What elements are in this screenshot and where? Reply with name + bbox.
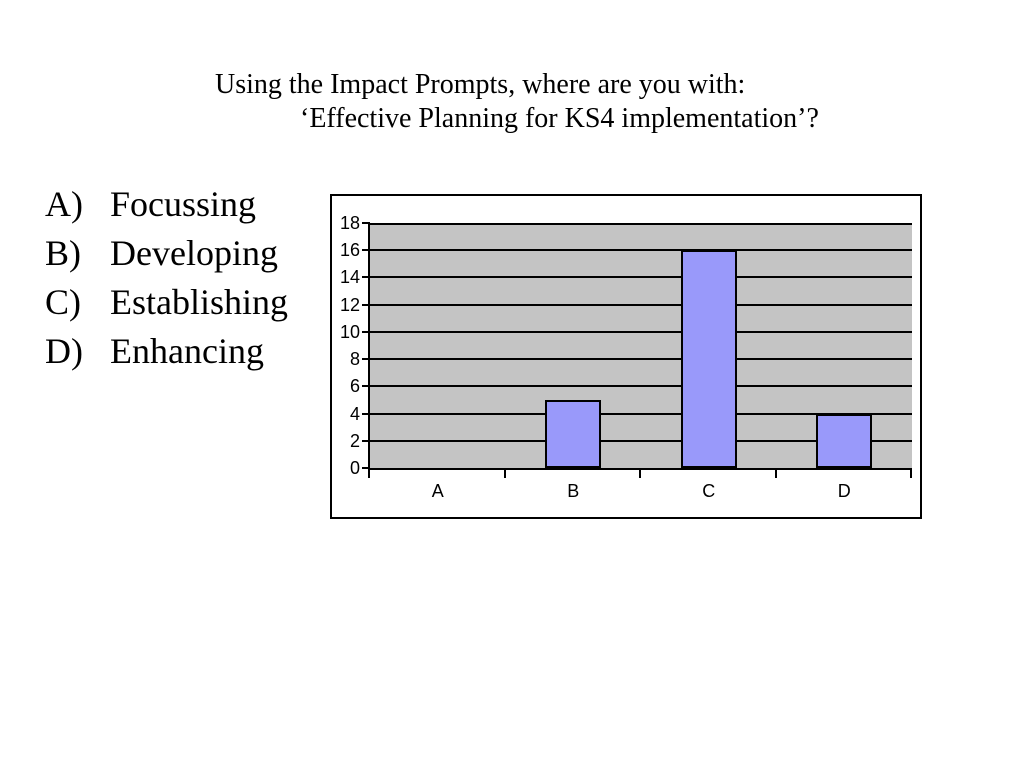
option-label: Focussing [110,184,257,224]
y-axis-tick-label: 6 [349,376,360,397]
gridline [370,249,912,252]
y-axis-tick-label: 2 [349,430,360,451]
y-axis-tick-label: 4 [349,403,360,424]
option-row-b: B) Developing [45,229,288,278]
plot-area [368,223,912,470]
y-axis-tick [362,330,370,333]
gridline [370,223,912,225]
x-axis-tick [503,470,506,478]
x-axis-tick [639,470,641,478]
y-axis-tick [362,385,370,388]
bar-D [816,414,873,468]
y-axis-tick [362,439,370,442]
option-row-a: A) Focussing [45,180,288,229]
slide-title-line1: Using the Impact Prompts, where are you … [215,69,746,100]
x-axis-tick [774,470,777,478]
x-axis-tick-label: C [702,481,716,501]
option-row-c: C) Establishing [45,278,288,327]
y-axis-tick-label: 12 [339,294,360,315]
y-axis-tick-label: 14 [339,267,360,288]
y-axis-tick [362,222,370,224]
option-label: Developing [110,233,278,273]
y-axis-tick-label: 8 [349,349,360,370]
option-row-d: D) Enhancing [45,327,288,376]
bar-C [680,250,737,468]
slide-title-line2: ‘Effective Planning for KS4 implementati… [300,103,819,134]
y-axis-tick [362,412,370,415]
y-axis-tick-label: 0 [349,458,360,478]
y-axis-tick-label: 16 [339,240,360,261]
gridline [370,439,912,442]
x-axis-tick [910,470,912,478]
x-axis-tick-label: A [431,481,444,501]
x-axis-tick-label: D [837,481,851,501]
x-axis-tick [368,470,370,478]
gridline [370,412,912,415]
gridline [370,385,912,388]
y-axis-tick [362,249,370,252]
y-axis-tick-label: 18 [339,213,360,233]
option-letter: B) [45,233,81,273]
option-letter: D) [45,331,83,371]
bar-B [545,400,602,468]
options-list: A) Focussing B) Developing C) Establishi… [45,180,288,376]
y-axis-tick-label: 10 [339,321,360,342]
option-letter: C) [45,282,81,322]
gridline [370,276,912,279]
bar-chart: 0 2 4 6 8 10 12 14 16 18 A B C D [330,194,922,519]
y-axis-tick [362,467,370,469]
option-label: Establishing [110,282,288,322]
y-axis-tick [362,276,370,279]
gridline [370,358,912,361]
slide-title: Using the Impact Prompts, where are you … [215,68,819,136]
y-axis-tick [362,358,370,361]
gridline [370,303,912,306]
option-letter: A) [45,184,83,224]
y-axis-tick [362,303,370,306]
x-axis-tick-label: B [567,481,580,501]
option-label: Enhancing [110,331,264,371]
gridline [370,330,912,333]
